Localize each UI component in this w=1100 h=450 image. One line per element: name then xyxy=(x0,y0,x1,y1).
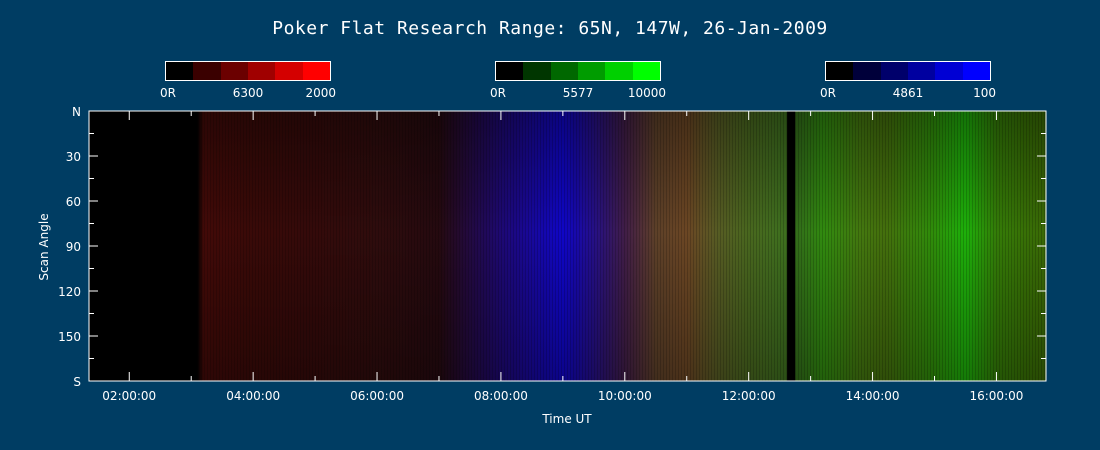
color-swatch xyxy=(193,62,221,80)
y-tick-label: N xyxy=(72,105,81,119)
y-tick-label: 150 xyxy=(58,330,81,344)
colorbar-min-label: 0R xyxy=(490,86,506,100)
colorbar-4861: 0R 4861 100 xyxy=(820,61,996,100)
plot-area xyxy=(89,111,1046,381)
color-swatch xyxy=(523,62,551,80)
colorbar-swatches xyxy=(165,61,331,81)
color-swatch xyxy=(302,62,330,80)
y-tick-label: 60 xyxy=(66,195,81,209)
color-swatch xyxy=(166,62,194,80)
color-swatch xyxy=(275,62,303,80)
colorbar-6300: 0R 6300 2000 xyxy=(160,61,336,100)
colorbar-max-label: 100 xyxy=(973,86,996,100)
x-tick-label: 16:00:00 xyxy=(969,389,1023,403)
page-title: Poker Flat Research Range: 65N, 147W, 26… xyxy=(272,18,828,39)
data-gap xyxy=(787,111,796,381)
y-tick-label: S xyxy=(73,375,81,389)
color-swatch xyxy=(496,62,524,80)
colorbar-wavelength-label: 4861 xyxy=(892,86,924,100)
colorbar-swatches xyxy=(495,61,661,81)
y-tick-label: 90 xyxy=(66,240,81,254)
y-tick-label: 30 xyxy=(66,150,81,164)
scan-streaks xyxy=(89,111,1046,381)
x-tick-label: 10:00:00 xyxy=(598,389,652,403)
colorbar-swatches xyxy=(825,61,991,81)
colorbar-5577: 0R 5577 10000 xyxy=(490,61,666,100)
x-tick-label: 06:00:00 xyxy=(350,389,404,403)
color-swatch xyxy=(220,62,248,80)
x-tick-label: 08:00:00 xyxy=(474,389,528,403)
colorbar-max-label: 2000 xyxy=(305,86,336,100)
color-swatch xyxy=(247,62,276,80)
x-axis-title: Time UT xyxy=(541,412,592,426)
axes: N 30 60 90 120 150 S 02:00:00 04:00:00 06:00:00 08… xyxy=(58,105,1047,403)
x-tick-label: 02:00:00 xyxy=(102,389,156,403)
color-swatch xyxy=(880,62,908,80)
y-axis-title: Scan Angle xyxy=(37,213,51,280)
colorbar-wavelength-label: 6300 xyxy=(232,86,264,100)
colorbar-wavelength-label: 5577 xyxy=(562,86,594,100)
color-swatch xyxy=(826,62,854,80)
color-swatch xyxy=(935,62,963,80)
y-tick-label: 120 xyxy=(58,285,81,299)
color-swatch xyxy=(907,62,936,80)
x-tick-label: 14:00:00 xyxy=(846,389,900,403)
colorbar-min-label: 0R xyxy=(820,86,836,100)
color-swatch xyxy=(632,62,660,80)
x-tick-label: 04:00:00 xyxy=(226,389,280,403)
color-swatch xyxy=(605,62,633,80)
x-tick-label: 12:00:00 xyxy=(722,389,776,403)
color-swatch xyxy=(550,62,578,80)
color-swatch xyxy=(962,62,990,80)
color-swatch xyxy=(577,62,606,80)
color-swatch xyxy=(853,62,881,80)
colorbar-min-label: 0R xyxy=(160,86,176,100)
colorbar-max-label: 10000 xyxy=(627,86,666,100)
